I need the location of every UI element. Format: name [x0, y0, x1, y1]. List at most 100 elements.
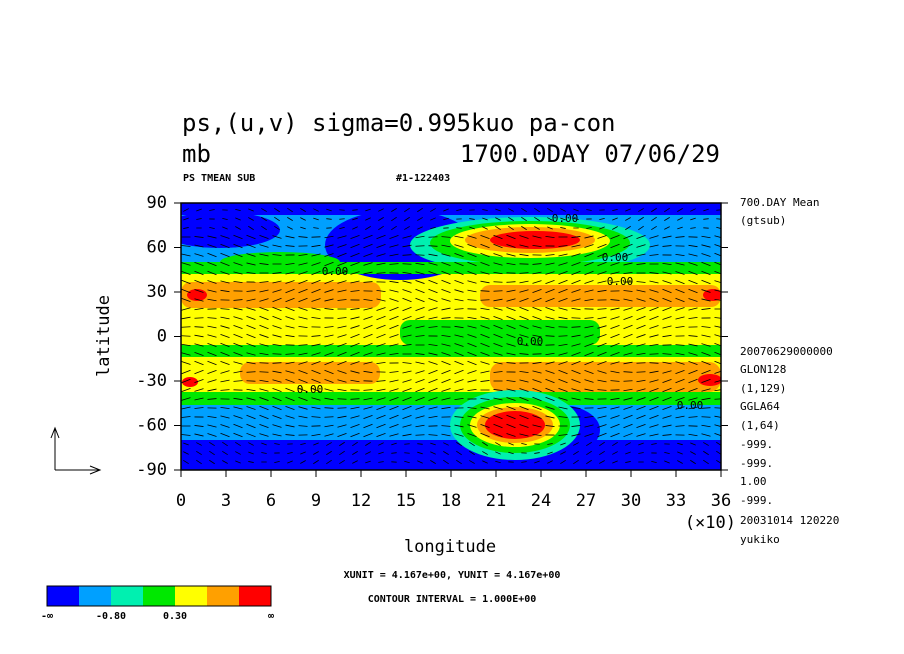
wind-vector — [285, 245, 295, 247]
wind-vector — [480, 325, 490, 329]
wind-vector — [233, 361, 243, 365]
wind-vector — [519, 280, 529, 284]
wind-vector — [675, 425, 685, 427]
wind-vector — [610, 361, 620, 365]
wind-vector — [454, 252, 464, 258]
wind-vector — [350, 351, 360, 357]
wind-vector — [324, 379, 334, 383]
wind-vector — [571, 388, 581, 392]
wind-vector — [272, 379, 282, 383]
wind-vector — [313, 217, 319, 221]
wind-vector — [532, 361, 542, 365]
wind-vector — [688, 262, 698, 266]
wind-vector — [612, 451, 618, 455]
wind-vector — [246, 423, 256, 429]
wind-vector — [402, 379, 412, 383]
wind-vector — [220, 379, 230, 383]
subtitle-right: #1-122403 — [396, 173, 450, 184]
wind-vector — [389, 289, 399, 293]
wind-vector — [714, 398, 721, 400]
wind-vector — [636, 379, 646, 383]
wind-vector — [220, 415, 230, 419]
wind-vector — [597, 360, 607, 366]
y-tick-label: -90 — [136, 460, 167, 480]
wind-vector — [456, 442, 462, 446]
wind-vector — [404, 452, 410, 454]
wind-vector — [194, 397, 204, 401]
wind-vector — [311, 307, 321, 311]
wind-vector — [519, 353, 529, 355]
wind-vector — [441, 288, 451, 294]
wind-vector — [571, 425, 581, 427]
wind-vector — [688, 316, 698, 320]
subtitle-left: PS TMEAN SUB — [183, 173, 255, 184]
wind-vector — [493, 243, 503, 249]
wind-vector — [415, 306, 425, 312]
wind-vector — [623, 298, 633, 302]
wind-vector — [545, 378, 555, 384]
wind-vector — [220, 271, 230, 275]
wind-vector — [688, 369, 698, 375]
wind-vector — [545, 352, 555, 356]
wind-vector — [545, 279, 555, 285]
wind-vector — [246, 324, 256, 330]
wind-vector — [480, 243, 490, 249]
wind-vector — [181, 288, 191, 294]
wind-vector — [584, 424, 594, 428]
wind-vector — [207, 433, 217, 437]
wind-vector — [636, 298, 646, 302]
wind-vector — [298, 361, 308, 365]
wind-vector — [560, 459, 566, 465]
wind-vector — [584, 244, 594, 248]
wind-vector — [428, 326, 438, 328]
wind-vector — [480, 333, 490, 339]
wind-vector — [389, 334, 399, 338]
colorbar-swatch — [111, 586, 143, 606]
wind-vector — [428, 434, 438, 436]
wind-vector — [677, 460, 683, 464]
wind-vector — [428, 307, 438, 311]
wind-vector — [597, 271, 607, 275]
wind-vector — [584, 433, 594, 437]
wind-vector — [376, 343, 386, 347]
wind-vector — [493, 397, 503, 401]
wind-vector — [350, 252, 360, 258]
wind-vector — [389, 396, 399, 402]
wind-vector — [467, 379, 477, 383]
wind-vector — [324, 351, 334, 357]
wind-vector — [337, 270, 347, 276]
wind-vector — [688, 397, 698, 401]
wind-vector — [259, 379, 269, 383]
wind-vector — [363, 324, 373, 330]
wind-vector — [350, 243, 360, 249]
wind-vector — [638, 208, 644, 212]
wind-vector — [259, 306, 269, 312]
contour-label: 0.00 — [677, 399, 704, 412]
wind-vector — [547, 443, 553, 445]
wind-vector — [649, 424, 659, 428]
wind-vector — [389, 343, 399, 347]
wind-vector — [417, 207, 423, 213]
wind-vector — [350, 415, 360, 419]
wind-vector — [636, 253, 646, 257]
wind-vector — [220, 235, 230, 239]
wind-vector — [714, 235, 721, 238]
vector-legend — [50, 426, 102, 475]
wind-vector — [493, 234, 503, 240]
wind-vector — [376, 361, 386, 365]
wind-vector — [194, 236, 204, 238]
wind-vector — [248, 451, 254, 455]
wind-vector — [519, 315, 529, 321]
wind-vector — [194, 270, 204, 276]
wind-vector — [311, 378, 321, 384]
wind-vector — [662, 271, 672, 275]
wind-vector — [300, 460, 306, 464]
wind-vector — [298, 387, 308, 393]
wind-vector — [662, 424, 672, 428]
wind-vector — [402, 280, 412, 284]
wind-vector — [272, 244, 282, 248]
wind-vector — [415, 262, 425, 266]
wind-vector — [467, 424, 477, 428]
wind-vector — [714, 407, 721, 409]
wind-vector — [675, 271, 685, 275]
